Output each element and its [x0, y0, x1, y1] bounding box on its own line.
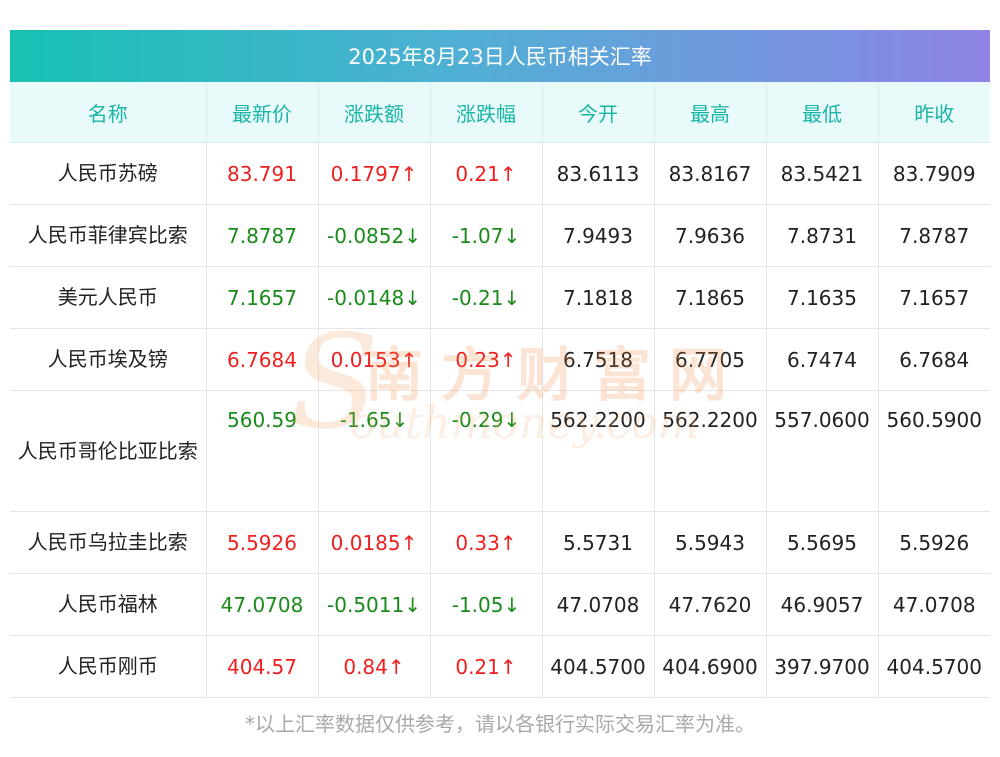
cell-open: 47.0708 [542, 573, 655, 636]
cell-high: 7.9636 [654, 204, 767, 267]
cell-change: -0.5011↓ [318, 573, 431, 636]
cell-latest: 7.1657 [206, 266, 319, 329]
cell-name: 美元人民币 [10, 266, 207, 329]
cell-latest: 5.5926 [206, 511, 319, 574]
cell-prev-close: 6.7684 [878, 328, 990, 391]
column-header-change: 涨跌额 [318, 82, 431, 143]
cell-low: 397.9700 [766, 635, 879, 698]
cell-high: 47.7620 [654, 573, 767, 636]
table-title: 2025年8月23日人民币相关汇率 [10, 30, 990, 82]
cell-name: 人民币埃及镑 [10, 328, 207, 391]
column-header-low: 最低 [766, 82, 879, 143]
cell-low: 83.5421 [766, 142, 879, 205]
cell-change-pct: -1.07↓ [430, 204, 543, 267]
cell-prev-close: 7.1657 [878, 266, 990, 329]
cell-latest: 560.59 [206, 390, 319, 512]
column-header-latest: 最新价 [206, 82, 319, 143]
cell-latest: 83.791 [206, 142, 319, 205]
cell-low: 7.1635 [766, 266, 879, 329]
cell-change-pct: 0.23↑ [430, 328, 543, 391]
cell-latest: 404.57 [206, 635, 319, 698]
cell-low: 5.5695 [766, 511, 879, 574]
column-header-change-pct: 涨跌幅 [430, 82, 543, 143]
cell-change: 0.0185↑ [318, 511, 431, 574]
cell-open: 562.2200 [542, 390, 655, 512]
table-row: 人民币乌拉圭比索 5.5926 0.0185↑ 0.33↑ 5.5731 5.5943 5.… [10, 511, 990, 574]
cell-open: 5.5731 [542, 511, 655, 574]
column-header-name: 名称 [10, 82, 207, 143]
cell-open: 7.1818 [542, 266, 655, 329]
column-header-high: 最高 [654, 82, 767, 143]
cell-high: 83.8167 [654, 142, 767, 205]
table-row: 人民币刚币 404.57 0.84↑ 0.21↑ 404.5700 404.6900 397… [10, 635, 990, 698]
cell-prev-close: 7.8787 [878, 204, 990, 267]
table-row: 人民币苏磅 83.791 0.1797↑ 0.21↑ 83.6113 83.8167 83.… [10, 142, 990, 205]
cell-open: 7.9493 [542, 204, 655, 267]
exchange-rate-table: 名称 最新价 涨跌额 涨跌幅 今开 最高 最低 昨收 人民币苏磅 83.791 0.… [10, 82, 990, 698]
cell-name: 人民币刚币 [10, 635, 207, 698]
cell-high: 562.2200 [654, 390, 767, 512]
cell-prev-close: 5.5926 [878, 511, 990, 574]
cell-prev-close: 560.5900 [878, 390, 990, 512]
table-row: 人民币埃及镑 6.7684 0.0153↑ 0.23↑ 6.7518 6.7705 6.74… [10, 328, 990, 391]
cell-latest: 6.7684 [206, 328, 319, 391]
cell-change: 0.1797↑ [318, 142, 431, 205]
cell-prev-close: 404.5700 [878, 635, 990, 698]
cell-name: 人民币福林 [10, 573, 207, 636]
cell-change: -1.65↓ [318, 390, 431, 512]
cell-change-pct: 0.21↑ [430, 142, 543, 205]
cell-low: 6.7474 [766, 328, 879, 391]
cell-change-pct: -1.05↓ [430, 573, 543, 636]
cell-name: 人民币哥伦比亚比索 [10, 390, 207, 512]
cell-name: 人民币苏磅 [10, 142, 207, 205]
cell-prev-close: 83.7909 [878, 142, 990, 205]
cell-high: 5.5943 [654, 511, 767, 574]
cell-change: -0.0148↓ [318, 266, 431, 329]
cell-open: 6.7518 [542, 328, 655, 391]
column-header-open: 今开 [542, 82, 655, 143]
cell-low: 7.8731 [766, 204, 879, 267]
cell-change: -0.0852↓ [318, 204, 431, 267]
table-row: 人民币福林 47.0708 -0.5011↓ -1.05↓ 47.0708 47.7620… [10, 573, 990, 636]
cell-prev-close: 47.0708 [878, 573, 990, 636]
cell-low: 46.9057 [766, 573, 879, 636]
cell-open: 404.5700 [542, 635, 655, 698]
cell-name: 人民币乌拉圭比索 [10, 511, 207, 574]
table-row: 人民币哥伦比亚比索 560.59 -1.65↓ -0.29↓ 562.2200 562.2… [10, 390, 990, 512]
cell-change-pct: 0.33↑ [430, 511, 543, 574]
cell-change-pct: 0.21↑ [430, 635, 543, 698]
cell-change-pct: -0.21↓ [430, 266, 543, 329]
table-row: 美元人民币 7.1657 -0.0148↓ -0.21↓ 7.1818 7.1865 7.1… [10, 266, 990, 329]
cell-high: 404.6900 [654, 635, 767, 698]
footnote: *以上汇率数据仅供参考，请以各银行实际交易汇率为准。 [245, 712, 755, 736]
cell-high: 7.1865 [654, 266, 767, 329]
cell-name: 人民币菲律宾比索 [10, 204, 207, 267]
cell-high: 6.7705 [654, 328, 767, 391]
column-header-prev-close: 昨收 [878, 82, 990, 143]
cell-latest: 47.0708 [206, 573, 319, 636]
cell-latest: 7.8787 [206, 204, 319, 267]
cell-low: 557.0600 [766, 390, 879, 512]
cell-open: 83.6113 [542, 142, 655, 205]
table-row: 人民币菲律宾比索 7.8787 -0.0852↓ -1.07↓ 7.9493 7.9636… [10, 204, 990, 267]
cell-change: 0.0153↑ [318, 328, 431, 391]
header-row: 名称 最新价 涨跌额 涨跌幅 今开 最高 最低 昨收 [10, 82, 990, 143]
cell-change-pct: -0.29↓ [430, 390, 543, 512]
cell-change: 0.84↑ [318, 635, 431, 698]
